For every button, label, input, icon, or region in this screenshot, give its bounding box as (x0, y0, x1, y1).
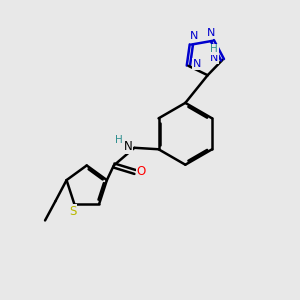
Text: N: N (124, 140, 132, 153)
Text: O: O (137, 165, 146, 178)
Text: N: N (210, 53, 218, 63)
Text: N: N (192, 59, 201, 69)
Text: H: H (115, 134, 123, 145)
Text: S: S (69, 205, 76, 218)
Text: H: H (210, 44, 218, 55)
Text: N: N (207, 28, 215, 38)
Text: N: N (190, 31, 199, 41)
